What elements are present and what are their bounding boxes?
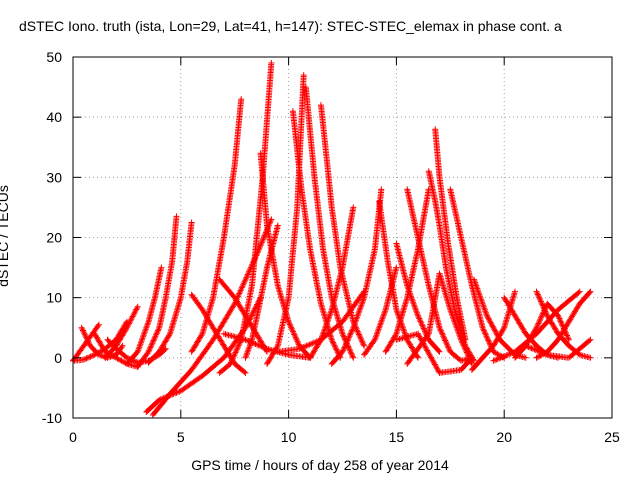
data-point-markers [404,270,475,367]
data-point-markers [242,222,281,361]
data-point-markers [468,288,518,373]
chart-title: dSTEC Iono. truth (ista, Lon=29, Lat=41,… [19,18,562,34]
data-point-markers [393,240,443,355]
y-tick-label: 20 [46,230,62,246]
y-tick-label: 10 [46,290,62,306]
data-point-markers [432,126,469,343]
data-series [404,270,475,367]
data-point-markers [145,219,195,366]
data-point-markers [393,330,475,376]
x-tick-label: 5 [177,429,185,445]
data-point-markers [361,264,400,358]
data-point-markers [123,264,165,367]
y-tick-label: 50 [46,49,62,65]
x-axis-label: GPS time / hours of day 258 of year 2014 [191,457,449,473]
data-series [257,150,314,361]
y-tick-label: 0 [54,350,62,366]
y-tick-label: 30 [46,169,62,185]
data-series [328,186,385,367]
data-point-markers [134,213,180,370]
data-series [404,186,475,364]
data-series [307,204,357,361]
y-axis-label: dSTEC / TECUs [0,185,11,287]
y-tick-label: -10 [42,410,62,426]
data-series [242,222,281,361]
data-point-markers [307,204,357,361]
x-tick-label: 0 [69,429,77,445]
data-series [134,213,180,370]
data-point-markers [490,288,583,364]
data-series [393,330,475,376]
x-tick-label: 10 [281,429,297,445]
data-point-markers [257,150,314,361]
grid-lines [73,57,612,418]
x-tick-label: 15 [389,429,405,445]
axis-ticks: 0 5 10 15 20 25 -10 0 10 20 30 40 50 [42,49,620,445]
y-tick-label: 40 [46,109,62,125]
data-series [468,288,518,373]
x-tick-label: 25 [604,429,620,445]
data-series [361,264,400,358]
data-series [432,126,469,343]
x-tick-label: 20 [496,429,512,445]
data-series [376,198,421,361]
data-series [123,264,165,367]
data-series [393,240,443,355]
data-point-markers [376,198,421,361]
data-series [490,288,583,364]
data-markers [70,60,594,418]
data-series [188,96,245,355]
data-point-markers [404,186,475,364]
data-point-markers [188,96,245,355]
data-point-markers [328,186,385,367]
data-series [145,219,195,366]
